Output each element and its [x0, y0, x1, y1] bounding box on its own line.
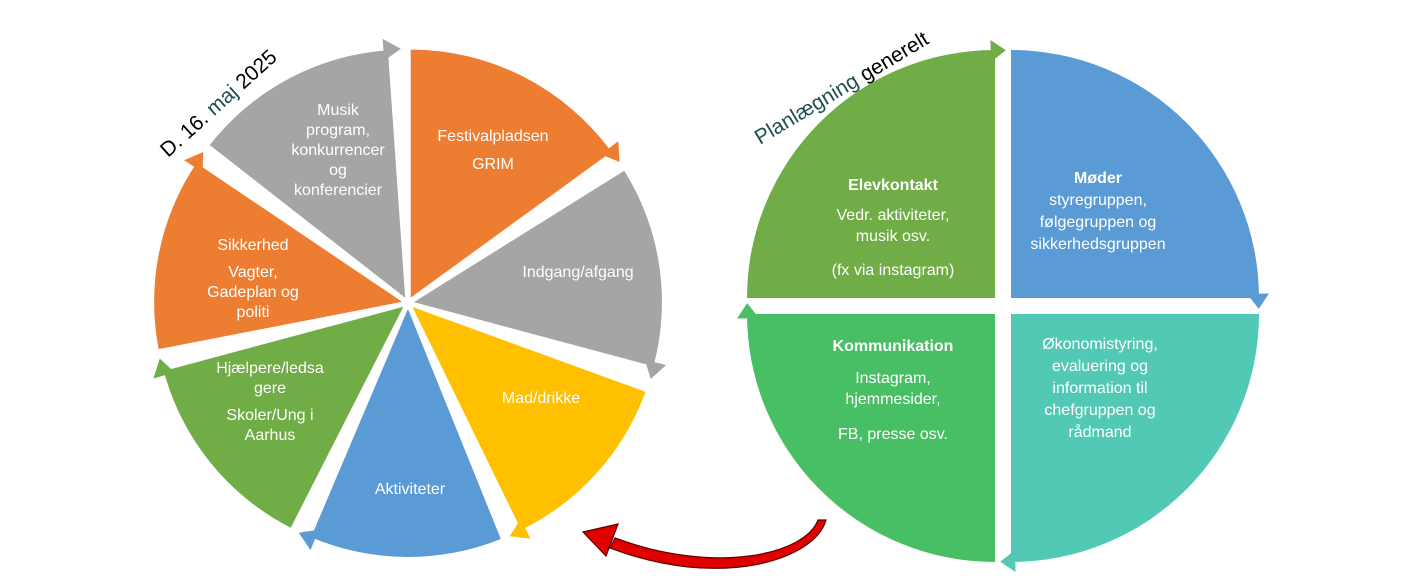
svg-text:GRIM: GRIM — [472, 156, 514, 173]
segment-mad — [412, 307, 646, 530]
svg-text:Elevkontakt: Elevkontakt — [848, 177, 938, 194]
segment-hjaelpere-text: Hjælpere/ledsa gere Skoler/Ung i Aarhus — [216, 360, 324, 444]
svg-text:Festivalpladsen: Festivalpladsen — [437, 128, 548, 145]
segment-indgang — [413, 170, 662, 367]
segment-mad-text: Mad/drikke — [502, 390, 580, 407]
quadrant-moeder — [1011, 50, 1259, 298]
quadrant-kommunikation-arrowhead — [737, 303, 760, 319]
svg-text:rådmand: rådmand — [1068, 423, 1131, 441]
svg-text:Musik: Musik — [317, 102, 360, 119]
svg-text:konferencier: konferencier — [294, 182, 383, 199]
svg-text:Sikkerhed: Sikkerhed — [217, 237, 288, 254]
segment-sikkerhed — [154, 163, 403, 350]
svg-text:styregruppen,: styregruppen, — [1049, 192, 1147, 209]
svg-text:information til: information til — [1052, 380, 1147, 397]
svg-text:FB, presse osv.: FB, presse osv. — [838, 426, 948, 443]
svg-text:gere: gere — [254, 380, 286, 397]
svg-text:politi: politi — [237, 304, 270, 321]
svg-text:Aktiviteter: Aktiviteter — [375, 481, 446, 498]
segment-indgang-text: Indgang/afgang — [522, 264, 633, 281]
quadrant-elevkontakt-arrowhead — [990, 40, 1006, 63]
svg-text:konkurrencer: konkurrencer — [291, 142, 385, 159]
segment-musik-text: Musik program, konkurrencer og konferenc… — [291, 102, 385, 199]
svg-text:Vedr. aktiviteter,: Vedr. aktiviteter, — [837, 207, 950, 224]
svg-text:Indgang/afgang: Indgang/afgang — [522, 264, 633, 281]
quadrant-elevkontakt — [747, 50, 995, 298]
segment-hjaelpere — [163, 306, 404, 528]
svg-text:Gadeplan og: Gadeplan og — [207, 284, 299, 301]
quadrant-oekonomi-arrowhead — [1000, 549, 1016, 572]
segment-aktiviteter-text: Aktiviteter — [375, 481, 446, 498]
segment-festivalpladsen — [410, 49, 612, 298]
red-curved-arrow — [581, 519, 827, 569]
svg-text:evaluering og: evaluering og — [1052, 358, 1148, 375]
segment-hjaelpere-arrowhead — [153, 358, 175, 379]
svg-text:Instagram,: Instagram, — [855, 370, 931, 387]
svg-text:Møder: Møder — [1074, 170, 1122, 187]
svg-text:(fx via instagram): (fx via instagram) — [832, 262, 955, 279]
segment-aktiviteter — [311, 308, 501, 557]
svg-text:Hjælpere/ledsa: Hjælpere/ledsa — [216, 360, 324, 377]
quadrant-moeder-text: Møder styregruppen, følgegruppen og sikk… — [1030, 170, 1165, 253]
segment-musik — [209, 50, 406, 298]
quadrant-moeder-arrowhead — [1246, 293, 1269, 309]
svg-text:hjemmesider,: hjemmesider, — [845, 391, 940, 408]
quadrant-oekonomi — [1011, 314, 1259, 562]
svg-text:Aarhus: Aarhus — [245, 427, 296, 444]
svg-text:musik osv.: musik osv. — [856, 228, 930, 245]
svg-text:Kommunikation: Kommunikation — [833, 338, 954, 355]
right-cycle — [737, 40, 1269, 572]
segment-musik-arrowhead — [382, 38, 401, 61]
quadrant-kommunikation-text: Kommunikation Instagram, hjemmesider, FB… — [833, 338, 954, 443]
segment-sikkerhed-text: Sikkerhed Vagter, Gadeplan og politi — [207, 237, 299, 321]
svg-text:program,: program, — [306, 122, 370, 139]
segment-festivalpladsen-text: Festivalpladsen GRIM — [437, 128, 548, 173]
svg-text:Økonomistyring,: Økonomistyring, — [1042, 336, 1158, 353]
left-cycle — [153, 38, 667, 557]
quadrant-elevkontakt-text: Elevkontakt Vedr. aktiviteter, musik osv… — [832, 177, 955, 279]
svg-text:sikkerhedsgruppen: sikkerhedsgruppen — [1030, 236, 1165, 253]
svg-text:og: og — [329, 162, 347, 179]
segment-aktiviteter-arrowhead — [298, 529, 319, 551]
quadrant-kommunikation — [747, 314, 995, 562]
svg-text:Mad/drikke: Mad/drikke — [502, 390, 580, 407]
quadrant-oekonomi-text: Økonomistyring, evaluering og informatio… — [1042, 336, 1158, 441]
segment-mad-arrowhead — [509, 519, 531, 539]
svg-text:Vagter,: Vagter, — [228, 264, 278, 281]
segment-sikkerhed-arrowhead — [184, 151, 204, 173]
segment-festivalpladsen-arrowhead — [600, 141, 620, 163]
svg-text:følgegruppen og: følgegruppen og — [1040, 214, 1157, 231]
svg-text:chefgruppen og: chefgruppen og — [1044, 402, 1155, 419]
segment-indgang-arrowhead — [644, 359, 667, 380]
svg-text:Skoler/Ung i: Skoler/Ung i — [226, 407, 313, 424]
